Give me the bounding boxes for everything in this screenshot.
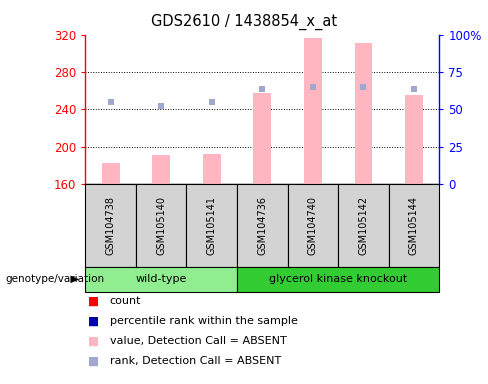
- Text: GSM104740: GSM104740: [308, 196, 318, 255]
- Bar: [287, 184, 338, 267]
- Text: ■: ■: [88, 295, 99, 308]
- Text: value, Detection Call = ABSENT: value, Detection Call = ABSENT: [110, 336, 286, 346]
- Text: genotype/variation: genotype/variation: [5, 274, 104, 285]
- Text: glycerol kinase knockout: glycerol kinase knockout: [269, 274, 407, 285]
- Text: ■: ■: [88, 315, 99, 328]
- Text: wild-type: wild-type: [136, 274, 187, 285]
- Bar: [186, 184, 237, 267]
- Bar: [388, 184, 439, 267]
- Text: GSM105142: GSM105142: [358, 196, 368, 255]
- Bar: [203, 154, 221, 184]
- Bar: [405, 95, 423, 184]
- Text: GSM105144: GSM105144: [409, 196, 419, 255]
- Bar: [253, 93, 271, 184]
- Polygon shape: [70, 276, 79, 283]
- Text: percentile rank within the sample: percentile rank within the sample: [110, 316, 298, 326]
- Text: ■: ■: [88, 355, 99, 368]
- Bar: [152, 155, 170, 184]
- Bar: [355, 43, 372, 184]
- Bar: [304, 38, 322, 184]
- Text: GSM104736: GSM104736: [257, 196, 267, 255]
- Text: GDS2610 / 1438854_x_at: GDS2610 / 1438854_x_at: [151, 13, 337, 30]
- Bar: [85, 267, 237, 292]
- Text: ■: ■: [88, 335, 99, 348]
- Bar: [237, 184, 287, 267]
- Text: count: count: [110, 296, 142, 306]
- Text: rank, Detection Call = ABSENT: rank, Detection Call = ABSENT: [110, 356, 281, 366]
- Bar: [237, 267, 439, 292]
- Bar: [102, 163, 120, 184]
- Text: GSM105140: GSM105140: [156, 196, 166, 255]
- Bar: [136, 184, 186, 267]
- Text: GSM105141: GSM105141: [207, 196, 217, 255]
- Bar: [85, 184, 136, 267]
- Bar: [338, 184, 388, 267]
- Text: GSM104738: GSM104738: [106, 196, 116, 255]
